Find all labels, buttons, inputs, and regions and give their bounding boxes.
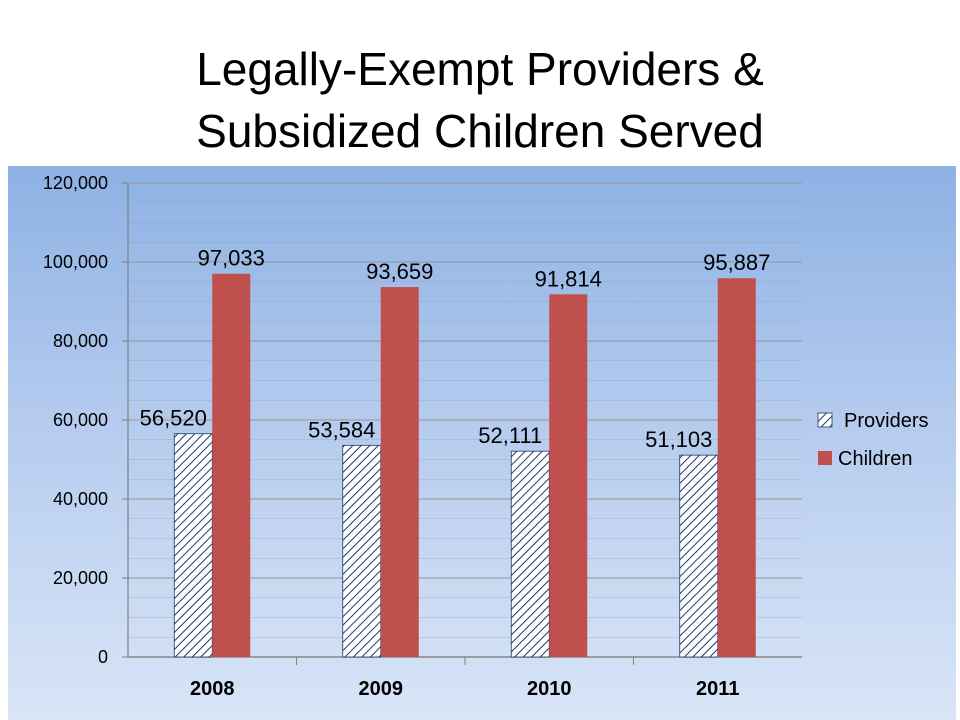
data-label: 97,033 — [198, 246, 265, 271]
x-tick-label: 2008 — [190, 678, 235, 700]
x-tick-label: 2009 — [359, 678, 404, 700]
data-label: 56,520 — [140, 406, 207, 431]
x-tick-label: 2011 — [696, 678, 739, 700]
title-line-2: Subsidized Children Served — [196, 105, 764, 157]
data-labels: 56,520 53,584 52,111 51,103 97,033 93,659 91,8… — [140, 246, 771, 452]
y-tick-label: 60,000 — [53, 410, 108, 430]
bar-children — [549, 294, 588, 657]
bar-children — [380, 287, 419, 657]
y-tick-label: 40,000 — [53, 489, 108, 509]
y-tick-label: 0 — [98, 647, 108, 667]
data-label: 51,103 — [645, 427, 712, 452]
bars — [173, 273, 756, 658]
y-tick-label: 80,000 — [53, 331, 108, 351]
bar-providers — [173, 433, 213, 658]
legend: Providers Children — [817, 410, 928, 470]
bar-providers — [342, 444, 382, 658]
data-label: 91,814 — [535, 266, 602, 291]
legend-swatch-providers — [817, 412, 833, 428]
chart-panel — [8, 166, 956, 720]
bar-providers — [510, 450, 550, 658]
legend-swatch-children — [818, 451, 832, 465]
data-label: 95,887 — [703, 250, 770, 275]
y-tick-label: 100,000 — [43, 252, 108, 272]
bar-children — [212, 273, 251, 657]
data-label: 52,111 — [478, 423, 542, 448]
axes: 0 20,000 40,000 60,000 80,000 100,000 120,000 2… — [43, 173, 802, 700]
data-label: 53,584 — [308, 417, 375, 442]
legend-label-providers: Providers — [844, 410, 928, 432]
bar-providers — [679, 454, 719, 658]
data-label: 93,659 — [366, 259, 433, 284]
slide-title: Legally-Exempt Providers & Subsidized Ch… — [0, 38, 960, 162]
legend-label-children: Children — [838, 448, 912, 470]
y-tick-label: 20,000 — [53, 568, 108, 588]
title-line-1: Legally-Exempt Providers & — [196, 43, 764, 95]
y-tick-label: 120,000 — [43, 173, 108, 193]
bar-children — [717, 278, 756, 657]
x-tick-label: 2010 — [527, 678, 572, 700]
